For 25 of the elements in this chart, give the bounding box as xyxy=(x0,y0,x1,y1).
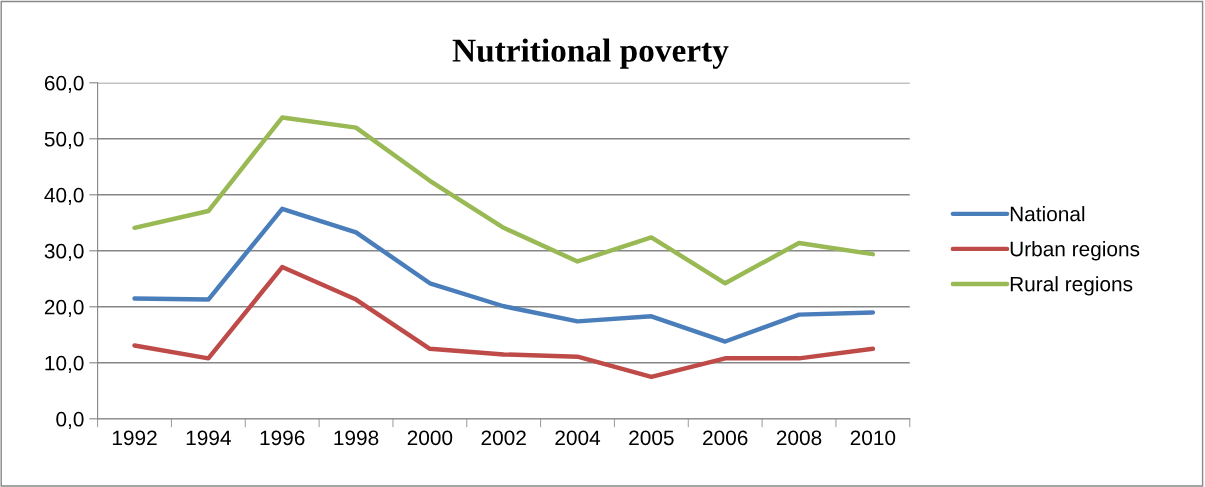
line-series xyxy=(132,264,876,380)
x-tick-label: 2002 xyxy=(481,430,526,446)
legend-label: Rural regions xyxy=(1010,276,1133,296)
x-tick-label: 2008 xyxy=(776,430,822,446)
y-tick-label: 50,0 xyxy=(44,131,84,150)
y-tick-label: 60,0 xyxy=(44,75,84,93)
x-tick-label: 1996 xyxy=(260,430,305,446)
y-tick-label: 40,0 xyxy=(44,187,84,206)
line-series xyxy=(132,206,876,344)
y-tick-label: 20,0 xyxy=(44,299,84,318)
x-tick-label: 2006 xyxy=(703,430,748,446)
y-tick-label: 30,0 xyxy=(44,243,84,262)
x-tick-label: 1998 xyxy=(334,430,379,446)
line-series xyxy=(132,115,876,286)
x-tick-label: 2005 xyxy=(629,430,674,446)
x-tick-label: 1994 xyxy=(186,430,231,446)
legend-label: National xyxy=(1010,206,1085,222)
x-tick-label: 2000 xyxy=(407,430,453,446)
y-tick-label: 0,0 xyxy=(56,411,84,430)
legend-label: Urban regions xyxy=(1010,241,1140,261)
x-tick-label: 1992 xyxy=(112,430,157,446)
y-tick-label: 10,0 xyxy=(45,355,84,374)
x-tick-label: 2010 xyxy=(850,430,896,446)
chart-title: Nutritional poverty xyxy=(452,38,729,69)
x-tick-label: 2004 xyxy=(555,430,601,446)
